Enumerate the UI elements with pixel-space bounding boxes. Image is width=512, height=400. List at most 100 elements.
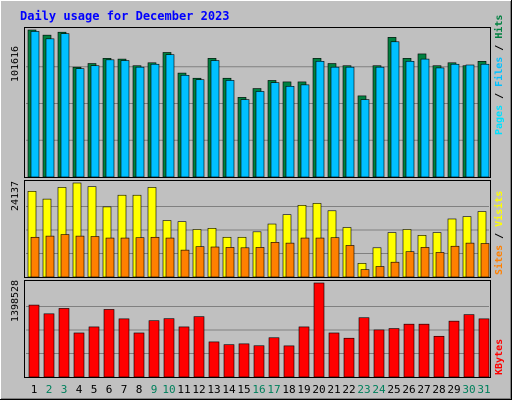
- bar-files: [300, 84, 310, 178]
- legend-pages: Pages: [494, 105, 505, 135]
- bar-kbytes: [58, 308, 70, 378]
- bar-files: [420, 58, 430, 178]
- bar-files: [480, 63, 490, 178]
- day-label: 6: [106, 383, 113, 396]
- bar-files: [390, 41, 400, 178]
- bar-sites: [105, 237, 115, 278]
- bar-sites: [120, 237, 130, 278]
- bar-kbytes: [88, 326, 100, 378]
- bar-files: [195, 79, 205, 178]
- legend-sites: Sites: [493, 245, 505, 275]
- day-label: 29: [447, 383, 460, 396]
- panel2-legend: Sites / Visits: [493, 191, 505, 275]
- bar-kbytes: [73, 332, 85, 378]
- bar-kbytes: [328, 332, 340, 378]
- panel1-max-label: 101616: [10, 46, 21, 82]
- bar-sites: [30, 236, 40, 278]
- day-label: 14: [222, 383, 236, 396]
- day-label: 20: [312, 383, 325, 396]
- day-label: 1: [31, 383, 38, 396]
- bar-files: [405, 61, 415, 178]
- bar-files: [375, 66, 385, 178]
- bar-kbytes: [178, 326, 190, 378]
- bar-files: [105, 59, 115, 178]
- bar-kbytes: [463, 314, 475, 378]
- bar-sites: [60, 234, 70, 278]
- day-label: 3: [61, 383, 68, 396]
- bar-kbytes: [373, 329, 385, 378]
- bar-files: [90, 65, 100, 178]
- bar-sites: [450, 245, 460, 278]
- bar-kbytes: [268, 337, 280, 378]
- bar-sites: [225, 247, 235, 278]
- day-label: 15: [237, 383, 250, 396]
- day-label: 26: [402, 383, 415, 396]
- legend-hits: Hits: [493, 15, 505, 39]
- bars: [27, 29, 490, 378]
- day-label: 22: [342, 383, 355, 396]
- day-label: 12: [192, 383, 205, 396]
- bar-files: [360, 99, 370, 178]
- bar-kbytes: [163, 318, 175, 378]
- bar-sites: [330, 237, 340, 278]
- bar-sites: [45, 235, 55, 278]
- bar-kbytes: [208, 341, 220, 378]
- day-label: 8: [136, 383, 143, 396]
- bar-sites: [300, 237, 310, 278]
- bar-files: [330, 66, 340, 178]
- bar-kbytes: [403, 323, 415, 378]
- bar-sites: [270, 242, 280, 278]
- bar-kbytes: [358, 317, 370, 378]
- bar-kbytes: [313, 282, 325, 378]
- day-label: 23: [357, 383, 370, 396]
- bar-sites: [180, 249, 190, 278]
- bar-sites: [405, 251, 415, 278]
- panel1-legend: Pages / Files / Hits: [493, 15, 505, 135]
- day-label: 5: [91, 383, 98, 396]
- day-label: 25: [387, 383, 400, 396]
- legend-files: Files: [493, 57, 505, 87]
- bar-files: [465, 64, 475, 178]
- day-label: 24: [372, 383, 386, 396]
- bar-files: [120, 60, 130, 178]
- day-label: 28: [432, 383, 445, 396]
- bar-sites: [465, 242, 475, 278]
- bar-kbytes: [253, 345, 265, 378]
- bar-kbytes: [43, 313, 55, 378]
- bar-sites: [375, 266, 385, 278]
- panel3-legend: KBytes: [494, 339, 505, 375]
- day-label: 13: [207, 383, 220, 396]
- bar-sites: [255, 247, 265, 278]
- bar-files: [30, 31, 40, 178]
- day-label: 21: [327, 383, 340, 396]
- bar-files: [315, 61, 325, 178]
- day-label: 4: [76, 383, 83, 396]
- bar-files: [345, 66, 355, 178]
- bar-files: [150, 63, 160, 178]
- bar-kbytes: [223, 344, 235, 378]
- bar-sites: [165, 237, 175, 278]
- bar-files: [45, 38, 55, 178]
- bar-sites: [480, 243, 490, 278]
- bar-files: [75, 68, 85, 178]
- bar-sites: [135, 237, 145, 278]
- panel3-max-label: 1398528: [10, 280, 21, 322]
- chart-title: Daily usage for December 2023: [20, 9, 230, 23]
- bar-kbytes: [343, 337, 355, 378]
- bar-sites: [195, 246, 205, 278]
- bar-kbytes: [28, 304, 40, 378]
- bar-files: [60, 33, 70, 178]
- day-label: 16: [252, 383, 265, 396]
- bar-sites: [435, 252, 445, 278]
- bar-files: [255, 91, 265, 178]
- bar-kbytes: [388, 328, 400, 378]
- day-label: 18: [282, 383, 295, 396]
- bar-files: [450, 63, 460, 178]
- day-label: 7: [121, 383, 128, 396]
- bar-sites: [240, 247, 250, 278]
- bar-files: [225, 80, 235, 178]
- bar-kbytes: [193, 316, 205, 378]
- bar-sites: [315, 237, 325, 278]
- bar-kbytes: [448, 320, 460, 378]
- bar-sites: [150, 236, 160, 278]
